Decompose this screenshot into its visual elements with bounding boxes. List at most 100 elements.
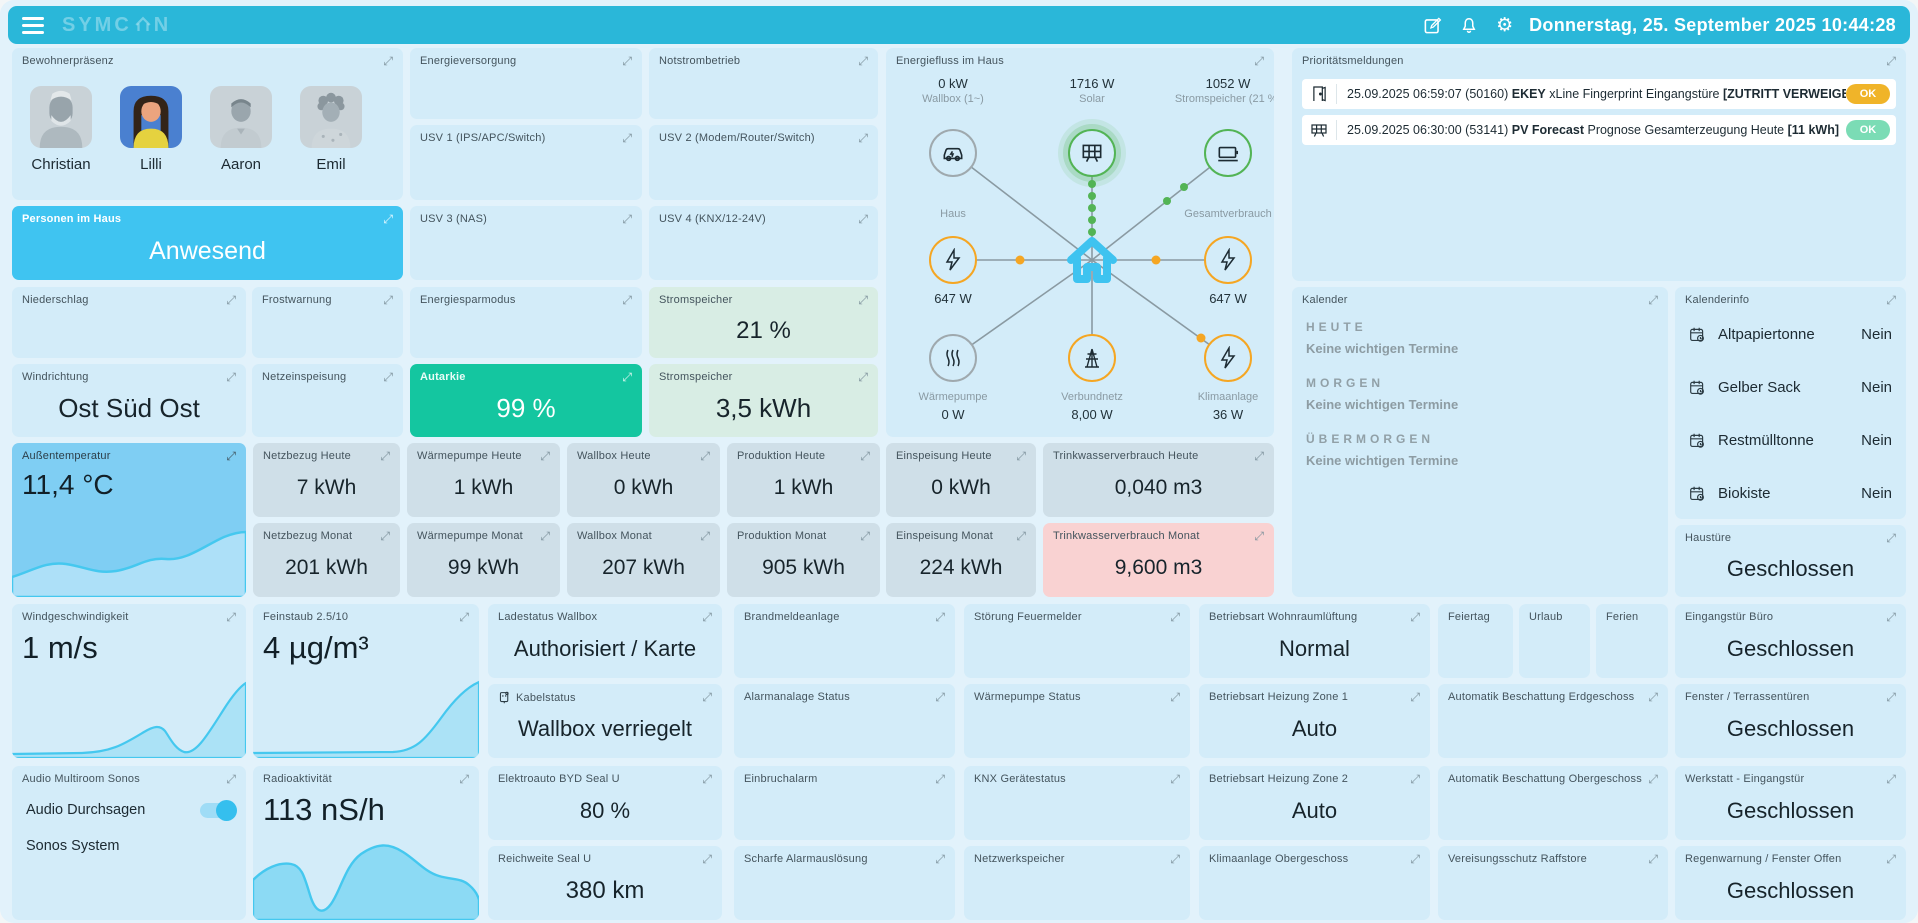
tile-notstrombetrieb[interactable]: Notstrombetrieb ⤢ xyxy=(649,48,878,119)
tile-einspeisung-monat[interactable]: Einspeisung Monat ⤢ 224 kWh xyxy=(886,523,1036,597)
tile-autarkie[interactable]: Autarkie ⤢ 99 % xyxy=(410,364,642,437)
expand-icon[interactable]: ⤢ xyxy=(1886,852,1896,866)
expand-icon[interactable]: ⤢ xyxy=(383,293,393,307)
expand-icon[interactable]: ⤢ xyxy=(1254,54,1264,68)
energy-speicher-node[interactable] xyxy=(1204,129,1252,177)
tile-elektroauto-byd-seal-u[interactable]: Elektroauto BYD Seal U ⤢ 80 % xyxy=(488,766,722,840)
tile-stoerung-feuermelder[interactable]: Störung Feuermelder ⤢ xyxy=(964,604,1190,678)
tile-fenster-terrassentueren[interactable]: Fenster / Terrassentüren ⤢ Geschlossen xyxy=(1675,684,1906,758)
expand-icon[interactable]: ⤢ xyxy=(540,449,550,463)
expand-icon[interactable]: ⤢ xyxy=(622,54,632,68)
expand-icon[interactable]: ⤢ xyxy=(226,370,236,384)
tile-wallbox-monat[interactable]: Wallbox Monat ⤢ 207 kWh xyxy=(567,523,720,597)
kalenderinfo-row[interactable]: Biokiste Nein xyxy=(1689,478,1892,508)
sonos-system-item[interactable]: Sonos System xyxy=(26,834,234,858)
expand-icon[interactable]: ⤢ xyxy=(1886,54,1896,68)
expand-icon[interactable]: ⤢ xyxy=(226,449,236,463)
energy-solar-node[interactable] xyxy=(1068,129,1116,177)
tile-regenwarnung-fenster-offen[interactable]: Regenwarnung / Fenster Offen ⤢ Geschlosse… xyxy=(1675,846,1906,920)
tile-stromspeicher-prozent[interactable]: Stromspeicher ⤢ 21 % xyxy=(649,287,878,358)
tile-haustuere[interactable]: Haustüre ⤢ Geschlossen xyxy=(1675,525,1906,597)
edit-icon[interactable] xyxy=(1423,16,1442,35)
kalenderinfo-row[interactable]: Gelber Sack Nein xyxy=(1689,372,1892,402)
expand-icon[interactable]: ⤢ xyxy=(380,449,390,463)
resident-lilli[interactable]: Lilli xyxy=(120,86,182,173)
resident-aaron[interactable]: Aaron xyxy=(210,86,272,173)
priority-message-row[interactable]: 25.09.2025 06:59:07 (50160) EKEY xLine F… xyxy=(1302,79,1896,109)
expand-icon[interactable]: ⤢ xyxy=(1648,772,1658,786)
resident-christian[interactable]: Christian xyxy=(30,86,92,173)
tile-stromspeicher-kwh[interactable]: Stromspeicher ⤢ 3,5 kWh xyxy=(649,364,878,437)
expand-icon[interactable]: ⤢ xyxy=(1648,690,1658,704)
tile-betriebsart-heizung-zone2[interactable]: Betriebsart Heizung Zone 2 ⤢ Auto xyxy=(1199,766,1430,840)
expand-icon[interactable]: ⤢ xyxy=(1170,690,1180,704)
expand-icon[interactable]: ⤢ xyxy=(459,610,469,624)
expand-icon[interactable]: ⤢ xyxy=(622,370,632,384)
expand-icon[interactable]: ⤢ xyxy=(1886,610,1896,624)
status-badge[interactable]: OK xyxy=(1846,120,1890,140)
tile-usv3[interactable]: USV 3 (NAS) ⤢ xyxy=(410,206,642,280)
expand-icon[interactable]: ⤢ xyxy=(622,212,632,226)
tile-betriebsart-wohnraumlueftung[interactable]: Betriebsart Wohnraumlüftung ⤢ Normal xyxy=(1199,604,1430,678)
tile-netzwerkspeicher[interactable]: Netzwerkspeicher ⤢ xyxy=(964,846,1190,920)
tile-trinkwasserverbrauch-heute[interactable]: Trinkwasserverbrauch Heute ⤢ 0,040 m3 xyxy=(1043,443,1274,517)
expand-icon[interactable]: ⤢ xyxy=(622,131,632,145)
tile-energiefluss[interactable]: Energiefluss im Haus ⤢ 0 kW Wallbox ( xyxy=(886,48,1274,437)
expand-icon[interactable]: ⤢ xyxy=(380,529,390,543)
tile-aussentemperatur[interactable]: Außentemperatur ⤢ 11,4 °C xyxy=(12,443,246,597)
tile-prioritaetsmeldungen[interactable]: Prioritätsmeldungen ⤢ 25.09.2025 06:59:07… xyxy=(1292,48,1906,281)
tile-urlaub[interactable]: Urlaub xyxy=(1519,604,1590,678)
tile-brandmeldeanlage[interactable]: Brandmeldeanlage ⤢ xyxy=(734,604,955,678)
expand-icon[interactable]: ⤢ xyxy=(1648,293,1658,307)
tile-energiesparmodus[interactable]: Energiesparmodus ⤢ xyxy=(410,287,642,358)
tile-trinkwasserverbrauch-monat[interactable]: Trinkwasserverbrauch Monat ⤢ 9,600 m3 xyxy=(1043,523,1274,597)
tile-usv1[interactable]: USV 1 (IPS/APC/Switch) ⤢ xyxy=(410,125,642,200)
energy-haus-node[interactable] xyxy=(929,236,977,284)
tile-wallbox-heute[interactable]: Wallbox Heute ⤢ 0 kWh xyxy=(567,443,720,517)
tile-einspeisung-heute[interactable]: Einspeisung Heute ⤢ 0 kWh xyxy=(886,443,1036,517)
tile-klimaanlage-obergeschoss[interactable]: Klimaanlage Obergeschoss ⤢ xyxy=(1199,846,1430,920)
expand-icon[interactable]: ⤢ xyxy=(226,772,236,786)
menu-icon[interactable] xyxy=(22,16,44,34)
tile-scharfe-alarmausloesung[interactable]: Scharfe Alarmauslösung ⤢ xyxy=(734,846,955,920)
tile-beschattung-erdgeschoss[interactable]: Automatik Beschattung Erdgeschoss ⤢ xyxy=(1438,684,1668,758)
expand-icon[interactable]: ⤢ xyxy=(226,293,236,307)
expand-icon[interactable]: ⤢ xyxy=(702,852,712,866)
expand-icon[interactable]: ⤢ xyxy=(702,610,712,624)
status-badge[interactable]: OK xyxy=(1846,84,1890,104)
tile-waermepumpe-heute[interactable]: Wärmepumpe Heute ⤢ 1 kWh xyxy=(407,443,560,517)
expand-icon[interactable]: ⤢ xyxy=(700,529,710,543)
expand-icon[interactable]: ⤢ xyxy=(1410,772,1420,786)
expand-icon[interactable]: ⤢ xyxy=(1648,852,1658,866)
tile-kalender[interactable]: Kalender ⤢ HEUTE Keine wichtigen Termine … xyxy=(1292,287,1668,597)
tile-eingangstuer-buero[interactable]: Eingangstür Büro ⤢ Geschlossen xyxy=(1675,604,1906,678)
tile-usv4[interactable]: USV 4 (KNX/12-24V) ⤢ xyxy=(649,206,878,280)
settings-gear-icon[interactable]: ⚙ xyxy=(1496,14,1514,36)
expand-icon[interactable]: ⤢ xyxy=(860,529,870,543)
expand-icon[interactable]: ⤢ xyxy=(622,293,632,307)
kalenderinfo-row[interactable]: Altpapiertonne Nein xyxy=(1689,319,1892,349)
expand-icon[interactable]: ⤢ xyxy=(858,293,868,307)
tile-windrichtung[interactable]: Windrichtung ⤢ Ost Süd Ost xyxy=(12,364,246,437)
tile-energieversorgung[interactable]: Energieversorgung ⤢ xyxy=(410,48,642,119)
expand-icon[interactable]: ⤢ xyxy=(1410,690,1420,704)
expand-icon[interactable]: ⤢ xyxy=(1170,772,1180,786)
expand-icon[interactable]: ⤢ xyxy=(1886,293,1896,307)
tile-beschattung-obergeschoss[interactable]: Automatik Beschattung Obergeschoss ⤢ xyxy=(1438,766,1668,840)
expand-icon[interactable]: ⤢ xyxy=(1410,852,1420,866)
tile-bewohnerpraesenz[interactable]: Bewohnerpräsenz ⤢ Christian Lilli Aaron xyxy=(12,48,403,200)
tile-feinstaub[interactable]: Feinstaub 2.5/10 ⤢ 4 µg/m³ xyxy=(253,604,479,758)
expand-icon[interactable]: ⤢ xyxy=(1254,449,1264,463)
expand-icon[interactable]: ⤢ xyxy=(702,690,712,704)
tile-netzeinspeisung[interactable]: Netzeinspeisung ⤢ xyxy=(252,364,403,437)
tile-knx-geraetestatus[interactable]: KNX Gerätestatus ⤢ xyxy=(964,766,1190,840)
tile-kalenderinfo[interactable]: Kalenderinfo ⤢ Altpapiertonne Nein Gelber… xyxy=(1675,287,1906,519)
notifications-bell-icon[interactable] xyxy=(1460,16,1478,35)
expand-icon[interactable]: ⤢ xyxy=(1886,690,1896,704)
expand-icon[interactable]: ⤢ xyxy=(702,772,712,786)
expand-icon[interactable]: ⤢ xyxy=(1016,529,1026,543)
expand-icon[interactable]: ⤢ xyxy=(1410,610,1420,624)
expand-icon[interactable]: ⤢ xyxy=(226,610,236,624)
expand-icon[interactable]: ⤢ xyxy=(935,852,945,866)
expand-icon[interactable]: ⤢ xyxy=(858,370,868,384)
